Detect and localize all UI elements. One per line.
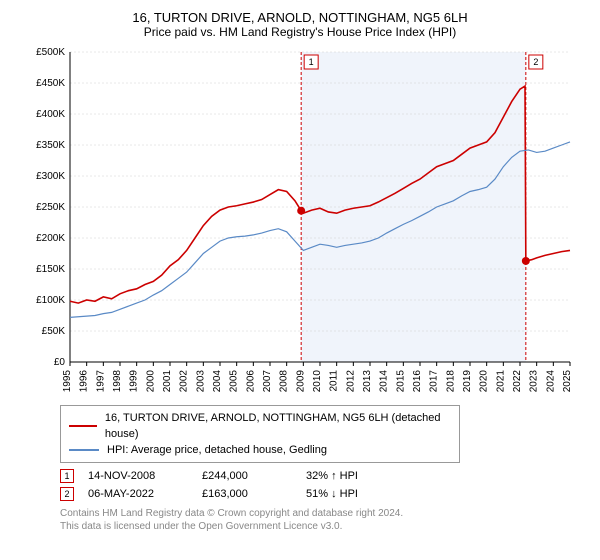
svg-text:£300K: £300K xyxy=(36,171,65,182)
legend-label-property: 16, TURTON DRIVE, ARNOLD, NOTTINGHAM, NG… xyxy=(105,410,451,442)
svg-text:£250K: £250K xyxy=(36,202,65,213)
svg-text:1998: 1998 xyxy=(112,370,123,393)
svg-text:£150K: £150K xyxy=(36,264,65,275)
svg-text:2004: 2004 xyxy=(212,370,223,393)
chart-area: £0 £50K £100K £150K £200K £250K £300K £350K £400… xyxy=(25,47,580,397)
title-block: 16, TURTON DRIVE, ARNOLD, NOTTINGHAM, NG… xyxy=(15,10,585,39)
sale-row-2: 2 06-MAY-2022 £163,000 51% ↓ HPI xyxy=(60,487,585,501)
svg-text:2021: 2021 xyxy=(495,370,506,393)
legend-line-property xyxy=(69,425,97,427)
svg-text:2006: 2006 xyxy=(245,370,256,393)
svg-text:2017: 2017 xyxy=(429,370,440,393)
svg-text:1: 1 xyxy=(309,57,314,67)
svg-text:1997: 1997 xyxy=(95,370,106,393)
svg-text:2023: 2023 xyxy=(529,370,540,393)
svg-text:2001: 2001 xyxy=(162,370,173,393)
svg-text:2019: 2019 xyxy=(462,370,473,393)
legend-box: 16, TURTON DRIVE, ARNOLD, NOTTINGHAM, NG… xyxy=(60,405,460,463)
svg-text:£200K: £200K xyxy=(36,233,65,244)
svg-text:2014: 2014 xyxy=(379,370,390,393)
svg-text:2003: 2003 xyxy=(195,370,206,393)
sale-price-1: £244,000 xyxy=(202,470,292,482)
svg-text:2012: 2012 xyxy=(345,370,356,393)
footer: Contains HM Land Registry data © Crown c… xyxy=(60,507,585,533)
sale-delta-1: 32% ↑ HPI xyxy=(306,470,358,482)
svg-text:£350K: £350K xyxy=(36,140,65,151)
footer-line-1: Contains HM Land Registry data © Crown c… xyxy=(60,507,585,520)
svg-text:2015: 2015 xyxy=(395,370,406,393)
sale-price-2: £163,000 xyxy=(202,488,292,500)
svg-text:2024: 2024 xyxy=(545,370,556,393)
svg-text:2016: 2016 xyxy=(412,370,423,393)
chart-subtitle: Price paid vs. HM Land Registry's House … xyxy=(15,25,585,39)
sale-date-2: 06-MAY-2022 xyxy=(88,488,188,500)
svg-text:£400K: £400K xyxy=(36,109,65,120)
svg-text:2005: 2005 xyxy=(229,370,240,393)
svg-text:1999: 1999 xyxy=(129,370,140,393)
svg-text:2013: 2013 xyxy=(362,370,373,393)
svg-text:£450K: £450K xyxy=(36,78,65,89)
svg-text:2025: 2025 xyxy=(562,370,573,393)
sale-delta-2: 51% ↓ HPI xyxy=(306,488,358,500)
sale-marker-2: 2 xyxy=(60,487,74,501)
svg-text:2011: 2011 xyxy=(329,370,340,392)
legend-line-hpi xyxy=(69,449,99,451)
svg-text:2009: 2009 xyxy=(295,370,306,393)
svg-text:£100K: £100K xyxy=(36,295,65,306)
chart-title: 16, TURTON DRIVE, ARNOLD, NOTTINGHAM, NG… xyxy=(15,10,585,25)
svg-text:1996: 1996 xyxy=(79,370,90,393)
svg-text:2002: 2002 xyxy=(179,370,190,393)
svg-text:£50K: £50K xyxy=(42,326,66,337)
svg-text:2020: 2020 xyxy=(479,370,490,393)
legend-row-hpi: HPI: Average price, detached house, Gedl… xyxy=(69,442,451,458)
chart-svg: £0 £50K £100K £150K £200K £250K £300K £350K £400… xyxy=(25,47,580,397)
sale-date-1: 14-NOV-2008 xyxy=(88,470,188,482)
footer-line-2: This data is licensed under the Open Gov… xyxy=(60,520,585,533)
sale-marker-1: 1 xyxy=(60,469,74,483)
svg-text:2010: 2010 xyxy=(312,370,323,393)
svg-text:2008: 2008 xyxy=(279,370,290,393)
svg-text:2022: 2022 xyxy=(512,370,523,393)
svg-text:2: 2 xyxy=(533,57,538,67)
sale-row-1: 1 14-NOV-2008 £244,000 32% ↑ HPI xyxy=(60,469,585,483)
svg-text:2000: 2000 xyxy=(145,370,156,393)
svg-text:£0: £0 xyxy=(54,357,66,368)
svg-text:2018: 2018 xyxy=(445,370,456,393)
legend-row-property: 16, TURTON DRIVE, ARNOLD, NOTTINGHAM, NG… xyxy=(69,410,451,442)
chart-container: 16, TURTON DRIVE, ARNOLD, NOTTINGHAM, NG… xyxy=(0,0,600,560)
svg-text:2007: 2007 xyxy=(262,370,273,393)
svg-text:£500K: £500K xyxy=(36,47,65,58)
svg-text:1995: 1995 xyxy=(62,370,73,393)
legend-label-hpi: HPI: Average price, detached house, Gedl… xyxy=(107,442,327,458)
